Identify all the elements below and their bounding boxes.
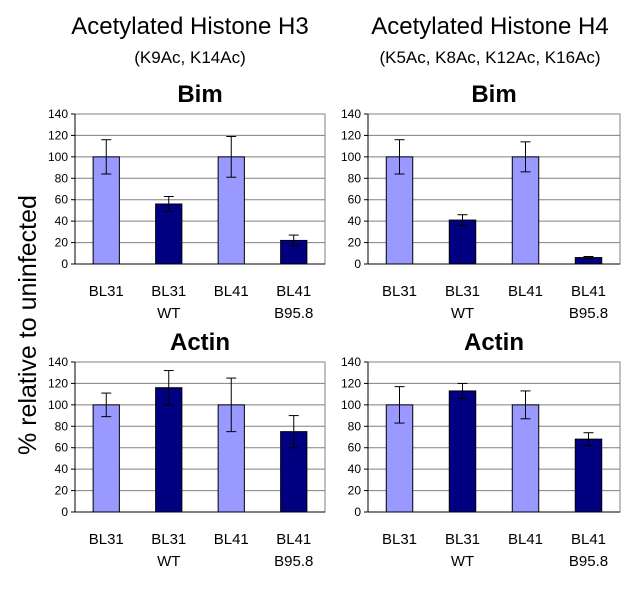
category-label: BL31 <box>151 531 186 548</box>
y-tick-label: 40 <box>348 462 362 476</box>
category-label: WT <box>451 305 474 322</box>
y-tick-label: 140 <box>48 355 68 369</box>
chart-title: Actin <box>464 329 524 356</box>
y-tick-label: 80 <box>55 171 69 185</box>
y-tick-label: 80 <box>348 419 362 433</box>
y-tick-label: 20 <box>55 236 69 250</box>
y-tick-label: 60 <box>55 441 69 455</box>
category-label: BL41 <box>276 531 311 548</box>
category-label: BL41 <box>508 531 543 548</box>
bar <box>280 431 308 513</box>
y-tick-label: 100 <box>341 398 361 412</box>
y-tick-label: 80 <box>55 419 69 433</box>
bar <box>155 203 183 265</box>
y-tick-label: 60 <box>55 193 69 207</box>
category-label: BL31 <box>89 531 124 548</box>
y-tick-label: 20 <box>55 484 69 498</box>
category-label: BL31 <box>151 283 186 300</box>
y-tick-label: 0 <box>61 257 68 271</box>
category-label: BL31 <box>89 283 124 300</box>
category-label: B95.8 <box>569 553 608 570</box>
y-tick-label: 40 <box>55 214 69 228</box>
category-label: BL41 <box>276 283 311 300</box>
y-tick-label: 0 <box>354 505 361 519</box>
category-label: BL41 <box>508 283 543 300</box>
category-label: B95.8 <box>274 305 313 322</box>
bar <box>448 219 477 265</box>
category-label: BL31 <box>382 283 417 300</box>
y-tick-label: 80 <box>348 171 362 185</box>
category-label: WT <box>157 305 180 322</box>
chart-h3-bim: Bim 0 20 40 60 80 100 120 140 BL31 BL31 WT BL41 BL41 B… <box>48 81 326 322</box>
chart-h4-actin: Actin 0 20 40 60 80 100 120 140 BL31 BL31 WT BL41 BL4… <box>341 329 621 570</box>
chart-h4-bim: Bim 0 20 40 60 80 100 120 140 BL31 BL31 WT BL41 BL41 B… <box>341 81 621 322</box>
bar <box>511 156 540 265</box>
bar <box>448 390 477 513</box>
y-tick-label: 120 <box>341 376 361 390</box>
column-subtitle-h3: (K9Ac, K14Ac) <box>134 48 246 67</box>
column-title-h4: Acetylated Histone H4 <box>371 13 608 40</box>
y-tick-label: 120 <box>48 376 68 390</box>
y-tick-label: 120 <box>341 128 361 142</box>
category-label: WT <box>157 553 180 570</box>
chart-title: Bim <box>177 81 222 108</box>
column-subtitle-h4: (K5Ac, K8Ac, K12Ac, K16Ac) <box>379 48 600 67</box>
category-label: BL31 <box>445 531 480 548</box>
chart-panels: Bim 0 20 40 60 80 100 120 140 BL31 BL31 WT BL41 BL41 B… <box>48 81 621 570</box>
y-tick-label: 100 <box>341 150 361 164</box>
chart-h3-actin: Actin 0 20 40 60 80 100 120 140 BL31 BL31 WT BL41 BL4… <box>48 329 326 570</box>
chart-title: Bim <box>471 81 516 108</box>
y-tick-label: 0 <box>354 257 361 271</box>
y-axis-label: % relative to uninfected <box>14 195 42 455</box>
category-label: BL41 <box>571 283 606 300</box>
bar <box>92 156 120 265</box>
y-tick-label: 120 <box>48 128 68 142</box>
bar <box>92 404 120 513</box>
y-tick-label: 40 <box>55 462 69 476</box>
category-label: BL31 <box>445 283 480 300</box>
category-label: WT <box>451 553 474 570</box>
column-title-h3: Acetylated Histone H3 <box>71 13 308 40</box>
y-tick-label: 40 <box>348 214 362 228</box>
y-tick-label: 20 <box>348 236 362 250</box>
y-tick-label: 20 <box>348 484 362 498</box>
category-label: BL41 <box>214 531 249 548</box>
category-label: B95.8 <box>569 305 608 322</box>
category-label: BL41 <box>214 283 249 300</box>
bar <box>574 438 603 513</box>
y-tick-label: 140 <box>341 355 361 369</box>
y-tick-label: 100 <box>48 150 68 164</box>
chart-title: Actin <box>170 329 230 356</box>
y-tick-label: 60 <box>348 193 362 207</box>
y-tick-label: 140 <box>341 107 361 121</box>
y-tick-label: 0 <box>61 505 68 519</box>
y-tick-label: 140 <box>48 107 68 121</box>
y-tick-label: 100 <box>48 398 68 412</box>
bar <box>511 404 540 513</box>
bar <box>155 387 183 513</box>
category-label: BL41 <box>571 531 606 548</box>
category-label: BL31 <box>382 531 417 548</box>
y-tick-label: 60 <box>348 441 362 455</box>
category-label: B95.8 <box>274 553 313 570</box>
